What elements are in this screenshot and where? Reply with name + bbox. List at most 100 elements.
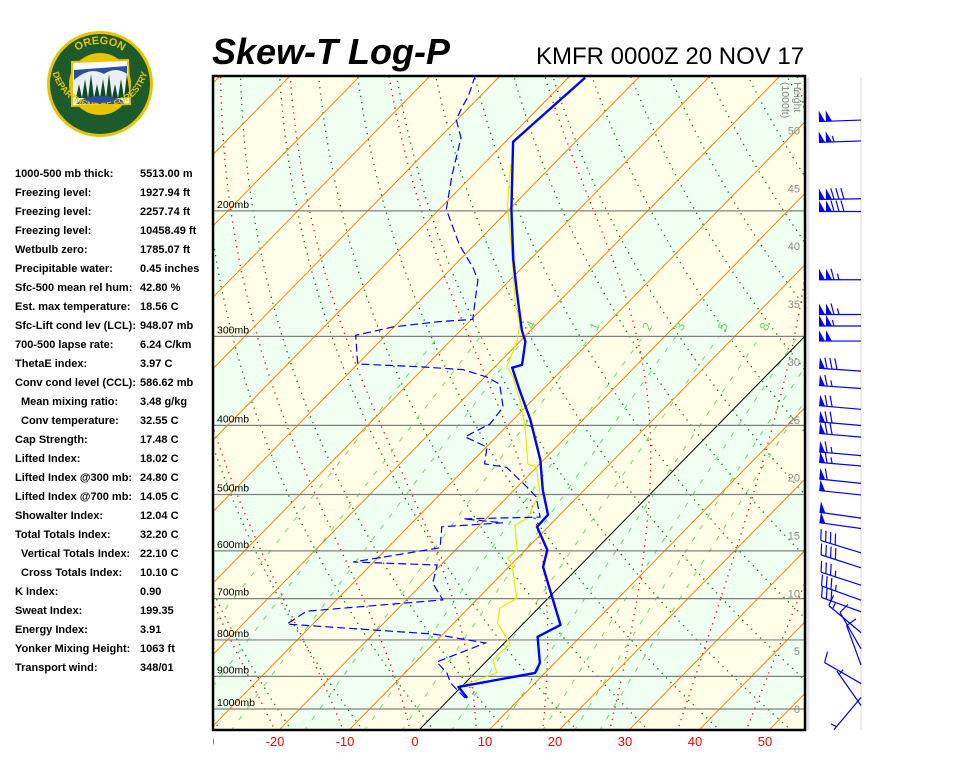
index-row: Lifted Index: 18.02 C (15, 453, 215, 472)
index-label: Freezing level: (15, 225, 92, 237)
stability-indices-panel: 1000-500 mb thick: 5513.00 m Freezing leve… (15, 168, 215, 681)
index-row: Lifted Index @300 mb: 24.80 C (15, 472, 215, 491)
wind-barb-full (829, 395, 833, 407)
index-label: K Index: (15, 586, 59, 598)
index-row: Sweat Index: 199.35 (15, 605, 215, 624)
wind-barb-full (828, 595, 835, 606)
wind-barb-pennant (826, 315, 832, 327)
height-axis-title: Height (791, 82, 803, 112)
wind-barb (820, 586, 862, 613)
mixing-ratio-line (499, 336, 761, 729)
wetbulb-trace (458, 164, 541, 688)
wind-barb-half (835, 584, 837, 592)
wind-barb-full (825, 576, 828, 588)
index-value: 24.80 C (140, 472, 179, 484)
index-value: 10.10 C (140, 567, 179, 579)
wind-barb-full (824, 411, 828, 423)
wind-barb-pennant (819, 422, 826, 434)
wind-barb-pennant (819, 357, 826, 369)
wind-barb-full (834, 548, 837, 560)
wind-barb (828, 595, 862, 634)
wind-barb-full (820, 574, 824, 586)
wind-barb-pennant (819, 410, 826, 423)
wind-barb-staff (836, 670, 862, 706)
wind-barb-full (824, 651, 829, 663)
isotherm (214, 77, 500, 369)
index-label: Freezing level: (15, 187, 92, 199)
wind-barb-staff (819, 432, 862, 438)
wind-barb (820, 574, 862, 601)
height-axis-units: (1000ft) (779, 82, 791, 118)
index-label: Freezing level: (15, 206, 92, 218)
moist-adiabat (746, 583, 804, 729)
isobar-label: 200mb (217, 199, 249, 211)
index-value: 1927.94 ft (140, 187, 191, 199)
index-value: 1063 ft (140, 643, 175, 655)
index-row: Energy Index: 3.91 (15, 624, 215, 643)
wind-barb (820, 560, 862, 586)
wind-barb-staff (819, 140, 862, 143)
temperature-tick-label: 10 (478, 734, 492, 749)
index-value: 948.07 mb (140, 320, 194, 332)
isobar-label: 400mb (217, 413, 249, 425)
wind-barb-staff (819, 451, 862, 457)
index-row: 1000-500 mb thick: 5513.00 m (15, 168, 215, 187)
mixing-ratio-line (365, 336, 644, 729)
logo-tree-icon (76, 84, 82, 98)
index-row: Precipitable water: 0.45 inches (15, 263, 215, 282)
height-tick-label: 0 (794, 704, 800, 716)
index-label: Showalter Index: (15, 510, 104, 522)
height-tick-label: 40 (788, 241, 800, 253)
index-label: Conv temperature: (21, 415, 119, 427)
wind-barb-pennant (819, 374, 826, 386)
wind-barb (819, 357, 862, 372)
temperature-band (214, 77, 804, 725)
wind-barb-half (832, 602, 836, 610)
wind-barb-full (824, 357, 828, 369)
logo-river (76, 96, 124, 104)
wind-barb-full (820, 586, 824, 598)
index-value: 42.80 % (140, 282, 181, 294)
logo-tree-icon (88, 74, 94, 98)
index-row: Vertical Totals Index: 22.10 C (15, 548, 215, 567)
wind-barb-pennant (825, 110, 833, 122)
wind-barb-staff (819, 405, 862, 410)
wind-barb-staff (819, 489, 862, 496)
index-label: Est. max temperature: (15, 301, 131, 313)
isotherm (214, 122, 804, 726)
index-row: Lifted Index @700 mb: 14.05 C (15, 491, 215, 510)
index-value: 3.48 g/kg (140, 396, 188, 408)
index-label: Energy Index: (15, 624, 88, 636)
isobar-label: 900mb (217, 664, 249, 676)
logo-tree-icon (94, 84, 100, 98)
temperature-band (838, 58, 960, 731)
wind-barb-full (835, 188, 840, 200)
wind-barb-full (820, 543, 823, 555)
wind-barb (846, 618, 862, 666)
wind-barb-half (831, 319, 835, 327)
index-value: 18.02 C (140, 453, 179, 465)
index-row: Freezing level: 10458.49 ft (15, 225, 215, 244)
zero-isotherm (419, 336, 804, 729)
isotherm (908, 58, 960, 731)
index-value: 17.48 C (140, 434, 179, 446)
wind-barb-staff (819, 511, 862, 519)
index-label: Precipitable water: (15, 263, 113, 275)
temperature-band (214, 77, 359, 225)
dry-adiabat (820, 65, 960, 731)
wind-barb-staff (839, 612, 862, 650)
index-label: Sweat Index: (15, 605, 83, 617)
isobar-label: 800mb (217, 628, 249, 640)
index-label: Sfc-Lift cond lev (LCL): (15, 320, 136, 332)
wind-barb (818, 131, 862, 143)
wind-barb-pennant (818, 131, 826, 143)
wind-barb-half (836, 308, 840, 315)
index-label: Cross Totals Index: (21, 567, 123, 579)
wind-barb (819, 315, 861, 327)
wind-barb-staff (846, 625, 862, 666)
logo-tree-icon (112, 84, 118, 98)
height-tick-label: 50 (788, 126, 800, 138)
isobar-label: 300mb (217, 324, 249, 336)
wind-barb-pennant (819, 511, 826, 524)
index-label: Cap Strength: (15, 434, 88, 446)
